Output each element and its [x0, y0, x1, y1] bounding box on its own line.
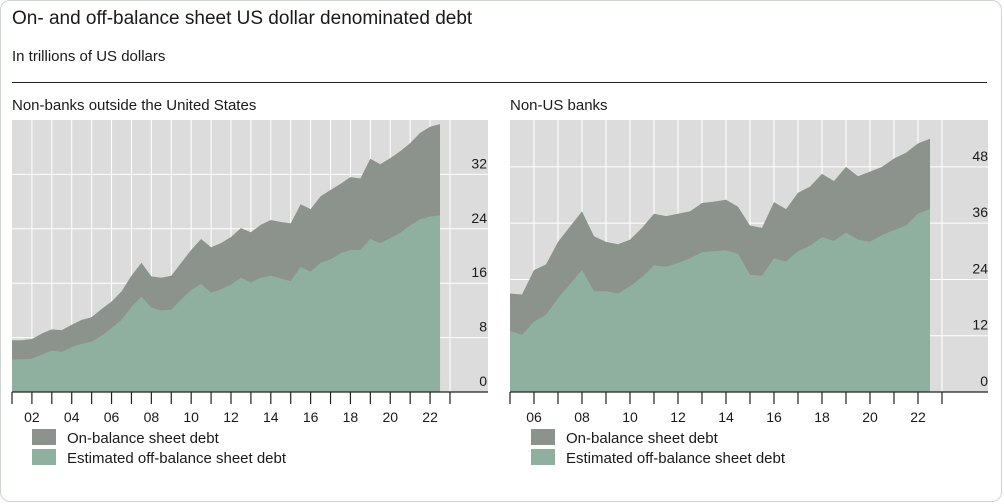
- x-tick-label: 12: [670, 409, 686, 425]
- legend-label: Estimated off-balance sheet debt: [67, 450, 287, 467]
- x-tick-label: 06: [104, 409, 120, 425]
- x-tick-label: 08: [144, 409, 160, 425]
- x-tick-label: 16: [303, 409, 319, 425]
- y-tick-label: 0: [479, 373, 487, 389]
- legend-swatch: [531, 449, 555, 465]
- chart-title: On- and off-balance sheet US dollar deno…: [12, 8, 473, 29]
- area-off-balance: [510, 209, 930, 392]
- chart-panel-2: Non-US banks 0 12 24 36 48 06 08 10 12 14 16 18 20 22 O…: [509, 97, 988, 467]
- area-off-balance: [12, 215, 441, 392]
- chart-subtitle: In trillions of US dollars: [12, 48, 166, 65]
- legend-label: Estimated off-balance sheet debt: [566, 450, 786, 467]
- x-tick-label: 12: [223, 409, 239, 425]
- chart-panel-1: Non-banks outside the United States08162…: [11, 97, 488, 467]
- x-tick-label: 14: [718, 409, 734, 425]
- y-tick-label: 24: [471, 210, 487, 226]
- y-tick-label: 16: [471, 264, 487, 280]
- title-rule: [12, 82, 987, 83]
- x-tick-label: 02: [24, 409, 40, 425]
- y-tick-label: 0: [980, 373, 988, 389]
- y-tick-label: 36: [972, 204, 988, 220]
- y-tick-label: 8: [479, 319, 487, 335]
- x-tick-label: 14: [263, 409, 279, 425]
- y-tick-label: 12: [972, 317, 988, 333]
- x-tick-label: 22: [422, 409, 438, 425]
- panel-title: Non-US banks: [510, 97, 608, 114]
- x-tick-label: 18: [814, 409, 830, 425]
- x-tick-label: 06: [526, 409, 542, 425]
- x-tick-label: 10: [622, 409, 638, 425]
- legend-swatch: [32, 449, 56, 465]
- x-tick-label: 20: [382, 409, 398, 425]
- x-tick-label: 04: [64, 409, 80, 425]
- x-tick-label: 20: [862, 409, 878, 425]
- y-tick-label: 32: [471, 155, 487, 171]
- legend-swatch: [531, 429, 555, 445]
- y-tick-label: 48: [972, 148, 988, 164]
- x-tick-label: 16: [766, 409, 782, 425]
- legend-swatch: [32, 429, 56, 445]
- x-tick-label: 18: [343, 409, 359, 425]
- legend-label: On-balance sheet debt: [566, 430, 719, 447]
- legend-label: On-balance sheet debt: [67, 430, 220, 447]
- x-tick-label: 08: [574, 409, 590, 425]
- y-tick-label: 24: [972, 260, 988, 276]
- x-tick-label: 22: [910, 409, 926, 425]
- x-tick-label: 10: [183, 409, 199, 425]
- panel-title: Non-banks outside the United States: [12, 97, 256, 114]
